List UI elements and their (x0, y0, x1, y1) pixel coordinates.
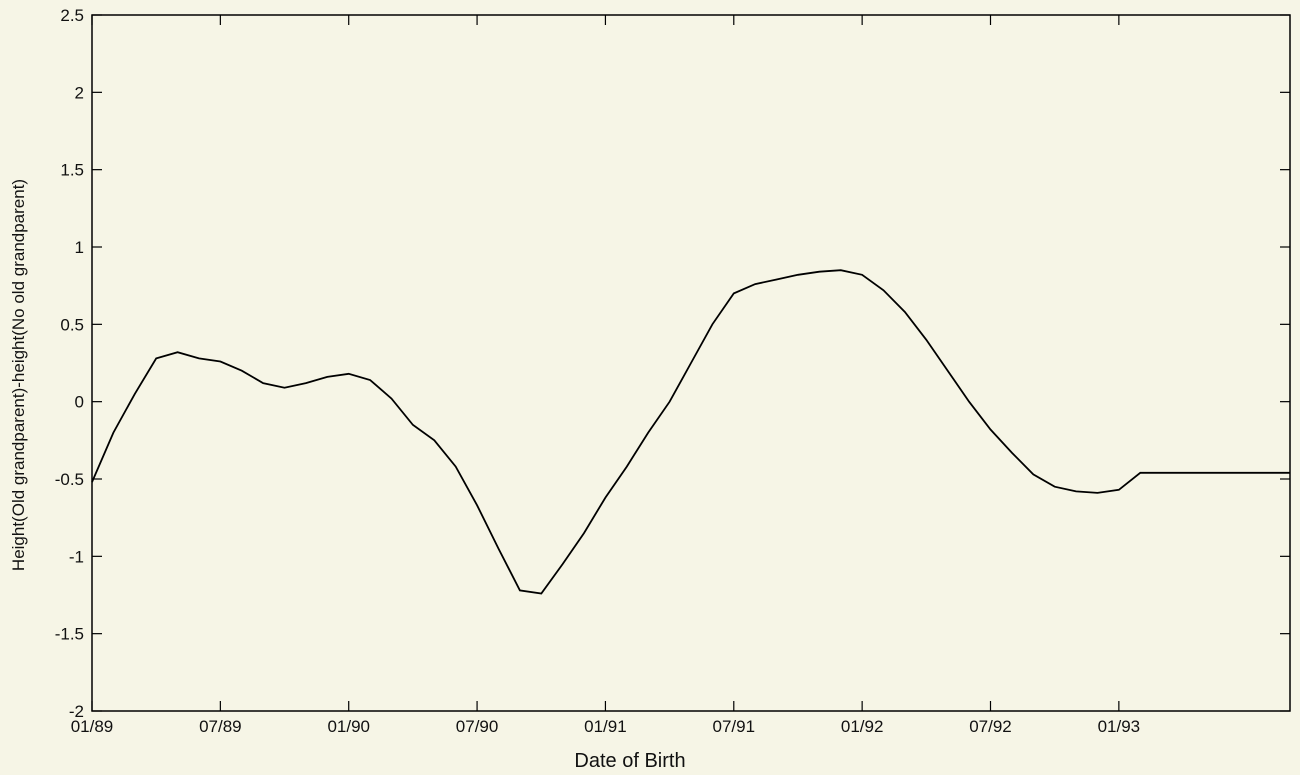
y-tick-label: 2.5 (60, 6, 84, 25)
x-tick-label: 07/90 (456, 717, 499, 736)
x-tick-label: 01/89 (71, 717, 114, 736)
x-tick-label: 01/93 (1098, 717, 1141, 736)
y-tick-label: 0 (75, 393, 84, 412)
x-tick-label: 07/92 (969, 717, 1012, 736)
x-axis-title: Date of Birth (574, 750, 685, 772)
y-tick-label: 2 (75, 83, 84, 102)
x-tick-label: 07/91 (713, 717, 756, 736)
y-tick-label: -1 (69, 547, 84, 566)
y-tick-label: 1.5 (60, 161, 84, 180)
x-tick-label: 01/92 (841, 717, 884, 736)
y-tick-label: 0.5 (60, 315, 84, 334)
x-tick-label: 01/91 (584, 717, 627, 736)
series-line (91, 269, 1290, 595)
y-tick-label: -0.5 (55, 470, 84, 489)
y-tick-label: -1.5 (55, 625, 84, 644)
x-tick-label: 01/90 (327, 717, 370, 736)
x-tick-label: 07/89 (199, 717, 242, 736)
y-tick-label: 1 (75, 238, 84, 257)
y-axis-title: Height(Old grandparent)-height(No old gr… (9, 179, 28, 571)
y-tick-label: -2 (69, 702, 84, 721)
